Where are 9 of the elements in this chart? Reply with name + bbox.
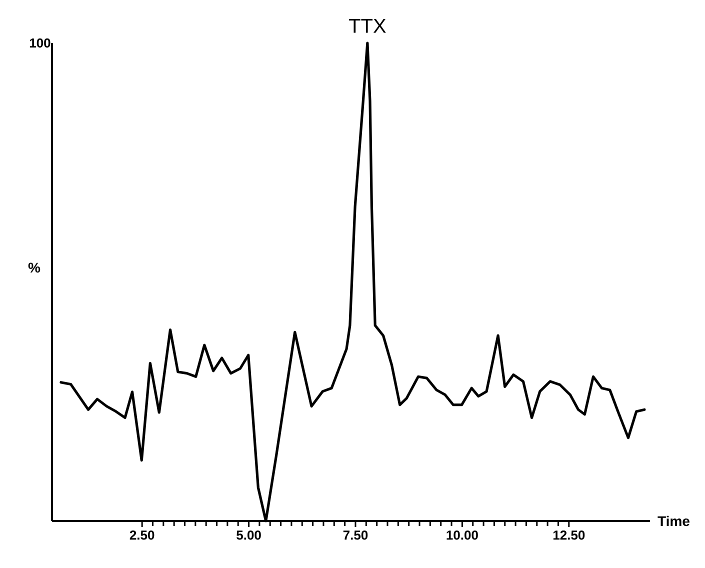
text: 100	[30, 38, 50, 48]
x-axis-title: Time	[658, 516, 690, 526]
x-tick-label: 12.50	[553, 530, 585, 540]
x-tick-label: 2.50	[130, 530, 154, 540]
x-tick-label: 7.50	[343, 530, 368, 540]
x-tick-label: 10.00	[446, 530, 478, 540]
x-tick-label: 5.00	[236, 530, 261, 540]
annotation: TTX	[349, 19, 386, 33]
y-axis-title: %	[28, 262, 40, 273]
